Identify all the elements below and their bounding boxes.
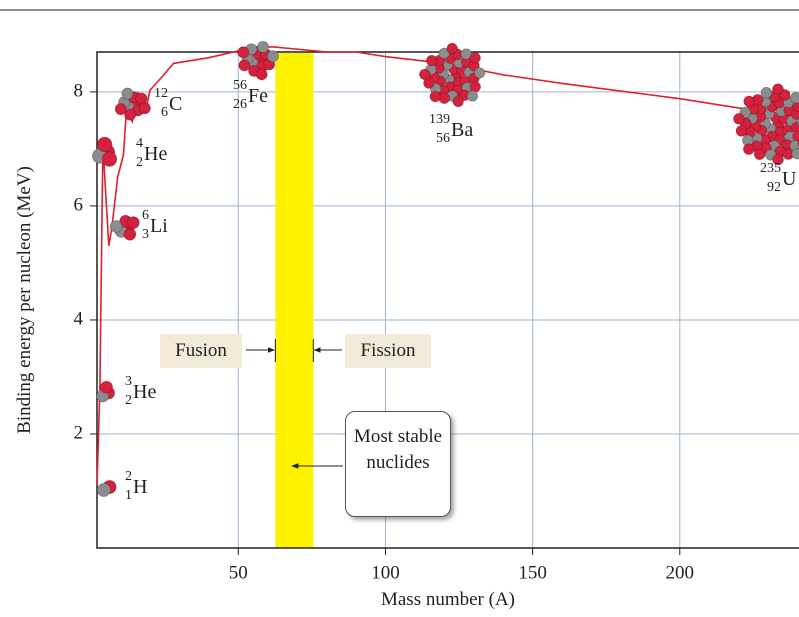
nucleon: [772, 153, 784, 166]
nuclide-symbol: C: [169, 93, 182, 115]
y-tick-label: 6: [74, 194, 84, 215]
nucleon: [790, 91, 799, 104]
x-tick-label: 50: [229, 562, 248, 583]
nucleon: [742, 143, 755, 155]
nuclide-atomic: 26: [233, 97, 247, 112]
nuclide-atomic: 92: [767, 180, 781, 195]
nucleon: [452, 95, 464, 108]
nuclide-mass: 56: [233, 78, 247, 93]
nucleon: [124, 108, 137, 121]
nucleon: [791, 147, 799, 160]
nuclide-symbol: Fe: [248, 85, 268, 107]
nucleon: [438, 47, 450, 60]
x-tick-label: 200: [666, 562, 695, 583]
nucleon: [109, 220, 123, 233]
nucleon: [473, 67, 486, 79]
nucleon: [753, 148, 766, 161]
stable-label: Most stable nuclides: [345, 411, 451, 517]
nucleon: [266, 50, 279, 63]
nucleon: [114, 103, 127, 116]
nuclide-atomic: 2: [136, 155, 143, 170]
nuclide-mass: 2: [125, 469, 132, 484]
nuclide-atomic: 56: [436, 131, 450, 146]
nucleon: [466, 90, 479, 102]
nucleon: [123, 227, 137, 241]
x-tick-label: 150: [518, 562, 547, 583]
nuclide-mass: 3: [125, 374, 132, 389]
nuclide-atomic: 2: [125, 393, 132, 408]
nucleon: [256, 40, 269, 53]
x-axis-label: Mass number (A): [381, 589, 515, 610]
nuclide-atomic: 6: [161, 105, 168, 120]
nucleon: [126, 216, 140, 230]
nucleon: [96, 482, 111, 498]
nucleon: [743, 95, 755, 108]
nuclide-mass: 139: [429, 112, 450, 127]
nucleon: [138, 102, 151, 115]
nucleon: [425, 54, 438, 67]
nuclide-mass: 4: [136, 136, 143, 151]
nucleon: [255, 68, 268, 81]
nucleon: [735, 125, 748, 137]
nuclide-symbol: He: [133, 381, 156, 403]
y-axis-label: Binding energy per nucleon (MeV): [14, 166, 35, 434]
nuclide-atomic: 3: [142, 227, 149, 242]
nuclide-mass: 6: [142, 208, 149, 223]
nucleon: [237, 46, 250, 59]
stable-band: [275, 53, 314, 548]
nuclide-symbol: Li: [150, 215, 168, 237]
nucleon: [772, 83, 784, 95]
nucleon: [121, 87, 134, 100]
nuclide-symbol: U: [782, 168, 797, 190]
nucleon: [101, 151, 118, 167]
y-tick-label: 2: [74, 422, 84, 443]
nuclide-symbol: He: [144, 143, 167, 165]
nucleon: [96, 136, 113, 153]
nucleon: [238, 59, 251, 72]
nuclide-atomic: 1: [125, 488, 132, 503]
y-tick-label: 4: [74, 308, 84, 329]
x-tick-label: 100: [371, 562, 400, 583]
y-tick-label: 8: [74, 80, 84, 101]
nucleon: [429, 90, 441, 103]
nucleon: [760, 86, 773, 99]
nuclide-mass: 235: [760, 161, 781, 176]
nucleon: [733, 113, 745, 125]
nucleon: [100, 380, 113, 394]
nucleon: [446, 42, 458, 55]
nuclide-symbol: Ba: [451, 119, 473, 141]
fusion-label: Fusion: [160, 334, 242, 368]
nucleon: [469, 52, 481, 64]
nuclide-symbol: H: [133, 476, 147, 498]
nucleon: [419, 68, 431, 81]
fission-label: Fission: [345, 334, 431, 368]
nuclide-mass: 12: [154, 86, 168, 101]
